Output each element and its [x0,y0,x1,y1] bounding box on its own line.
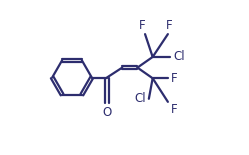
Text: F: F [171,103,177,116]
Text: Cl: Cl [134,92,146,105]
Text: F: F [171,72,177,85]
Text: F: F [166,19,172,32]
Text: Cl: Cl [173,50,185,63]
Text: O: O [102,106,112,119]
Text: F: F [139,19,145,32]
